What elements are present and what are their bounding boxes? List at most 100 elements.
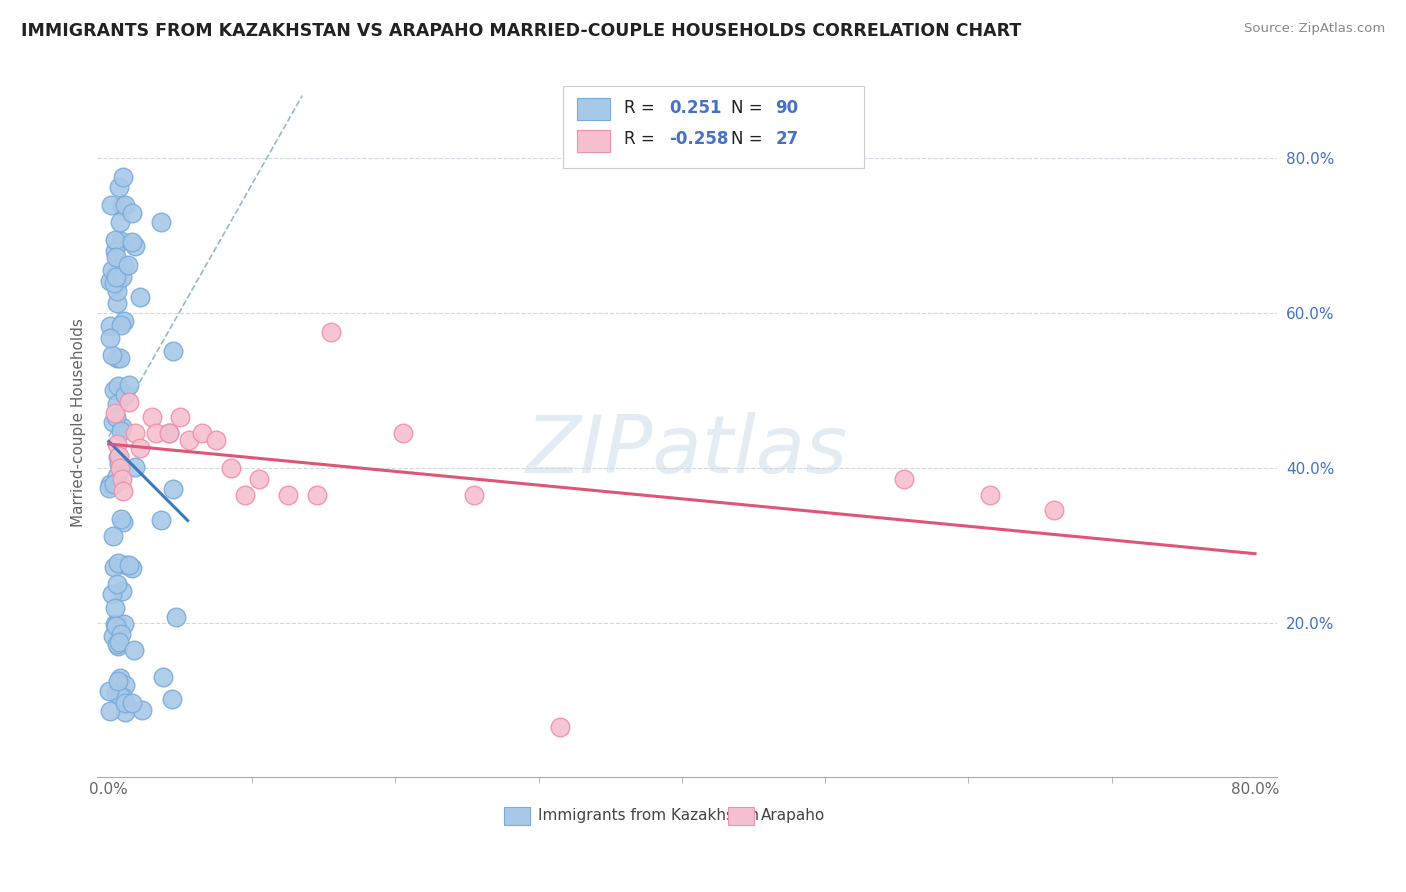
Point	[110, 351, 132, 365]
Point	[100, 197, 122, 211]
Text: 90: 90	[775, 98, 799, 117]
Point	[162, 343, 184, 358]
Point	[104, 268, 127, 282]
Point	[141, 410, 163, 425]
Point	[121, 561, 143, 575]
Point	[110, 512, 132, 526]
FancyBboxPatch shape	[578, 130, 610, 153]
Point	[114, 558, 136, 573]
Point	[152, 670, 174, 684]
Point	[98, 476, 121, 491]
Point	[107, 379, 129, 393]
Y-axis label: Married-couple Households: Married-couple Households	[72, 318, 86, 527]
Point	[101, 263, 124, 277]
Point	[105, 686, 128, 700]
Point	[191, 425, 214, 440]
Point	[124, 459, 146, 474]
Text: Arapaho: Arapaho	[761, 808, 825, 823]
Point	[107, 277, 129, 291]
Point	[121, 696, 143, 710]
Point	[98, 274, 121, 288]
Text: Immigrants from Kazakhstan: Immigrants from Kazakhstan	[538, 808, 759, 823]
Point	[118, 394, 141, 409]
Text: 27: 27	[775, 130, 799, 148]
Text: R =: R =	[624, 98, 661, 117]
Point	[162, 482, 184, 496]
Point	[111, 515, 134, 529]
Text: -0.258: -0.258	[669, 130, 728, 148]
Point	[277, 488, 299, 502]
Point	[114, 259, 136, 273]
Point	[107, 556, 129, 570]
Point	[111, 199, 134, 213]
Point	[319, 325, 342, 339]
Point	[305, 488, 328, 502]
Point	[103, 383, 125, 397]
Point	[103, 476, 125, 491]
Point	[205, 434, 228, 448]
Point	[128, 290, 150, 304]
Point	[103, 559, 125, 574]
Point	[105, 616, 128, 631]
Point	[463, 488, 485, 502]
FancyBboxPatch shape	[505, 807, 530, 825]
Point	[104, 616, 127, 631]
Point	[114, 388, 136, 402]
Point	[107, 673, 129, 688]
Point	[101, 587, 124, 601]
Point	[177, 434, 200, 448]
Point	[108, 215, 131, 229]
Point	[98, 481, 121, 495]
FancyBboxPatch shape	[728, 807, 754, 825]
Text: N =: N =	[731, 98, 768, 117]
Point	[101, 415, 124, 429]
Point	[111, 472, 134, 486]
Text: Source: ZipAtlas.com: Source: ZipAtlas.com	[1244, 22, 1385, 36]
Point	[105, 619, 128, 633]
Point	[108, 635, 131, 649]
Point	[98, 319, 121, 334]
Point	[105, 577, 128, 591]
Point	[105, 284, 128, 298]
Point	[129, 441, 152, 455]
Text: IMMIGRANTS FROM KAZAKHSTAN VS ARAPAHO MARRIED-COUPLE HOUSEHOLDS CORRELATION CHAR: IMMIGRANTS FROM KAZAKHSTAN VS ARAPAHO MA…	[21, 22, 1021, 40]
Point	[110, 460, 132, 475]
Point	[391, 425, 413, 440]
Point	[104, 250, 127, 264]
FancyBboxPatch shape	[564, 87, 863, 168]
Point	[107, 179, 129, 194]
Point	[157, 425, 180, 440]
Point	[117, 377, 139, 392]
Point	[107, 639, 129, 653]
Point	[548, 720, 571, 734]
Point	[111, 419, 134, 434]
Point	[108, 449, 131, 463]
Point	[247, 472, 270, 486]
Point	[110, 424, 132, 438]
Point	[110, 671, 132, 685]
Point	[112, 170, 135, 185]
Point	[105, 637, 128, 651]
Point	[112, 617, 135, 632]
Point	[105, 410, 128, 425]
Text: N =: N =	[731, 130, 768, 148]
Point	[104, 244, 127, 258]
Point	[131, 703, 153, 717]
Point	[117, 258, 139, 272]
Point	[219, 460, 242, 475]
Point	[111, 583, 134, 598]
Point	[1043, 503, 1066, 517]
Point	[112, 483, 135, 498]
Point	[103, 277, 125, 291]
Point	[114, 678, 136, 692]
Point	[101, 348, 124, 362]
Point	[98, 330, 121, 344]
Point	[105, 397, 128, 411]
Point	[121, 235, 143, 250]
Text: 0.251: 0.251	[669, 98, 721, 117]
Point	[118, 558, 141, 573]
Point	[97, 684, 120, 698]
Point	[104, 601, 127, 615]
Point	[169, 410, 191, 425]
Point	[110, 627, 132, 641]
